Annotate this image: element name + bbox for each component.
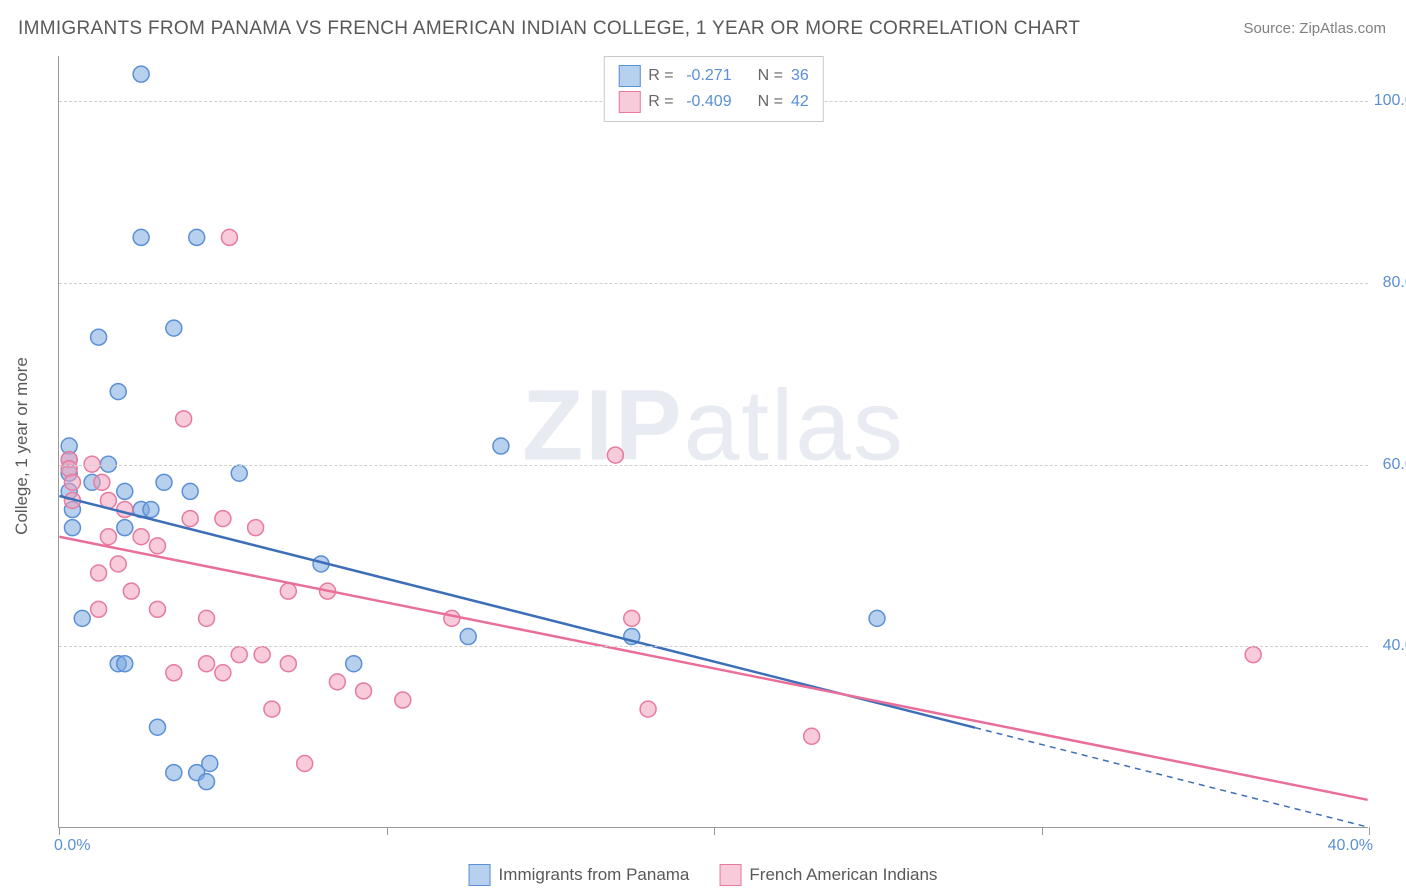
y-tick-label: 60.0%	[1373, 456, 1406, 474]
chart-container: IMMIGRANTS FROM PANAMA VS FRENCH AMERICA…	[0, 0, 1406, 892]
legend-row-pink: R = -0.409 N = 42	[618, 89, 808, 115]
x-axis-max-label: 40.0%	[1328, 837, 1373, 855]
x-tick	[1369, 827, 1370, 835]
legend-item-blue: Immigrants from Panama	[469, 864, 690, 886]
x-axis-min-label: 0.0%	[54, 837, 90, 855]
y-tick-label: 80.0%	[1373, 274, 1406, 292]
x-tick	[387, 827, 388, 835]
n-value-pink: 42	[791, 93, 809, 111]
legend-label-blue: Immigrants from Panama	[499, 865, 690, 885]
legend-item-pink: French American Indians	[719, 864, 937, 886]
series-legend: Immigrants from Panama French American I…	[469, 864, 938, 886]
legend-swatch-pink	[618, 91, 640, 113]
gridline	[59, 283, 1368, 284]
gridline	[59, 465, 1368, 466]
legend-swatch-pink-icon	[719, 864, 741, 886]
y-axis-label: College, 1 year or more	[12, 357, 32, 535]
plot-area: ZIPatlas R = -0.271 N = 36 R = -0.409 N …	[58, 56, 1368, 828]
y-tick-label: 40.0%	[1373, 637, 1406, 655]
n-value-blue: 36	[791, 67, 809, 85]
legend-label-pink: French American Indians	[749, 865, 937, 885]
y-tick-label: 100.0%	[1373, 92, 1406, 110]
gridline	[59, 646, 1368, 647]
correlation-legend: R = -0.271 N = 36 R = -0.409 N = 42	[603, 56, 823, 122]
x-tick	[1042, 827, 1043, 835]
x-tick	[59, 827, 60, 835]
legend-swatch-blue-icon	[469, 864, 491, 886]
watermark: ZIPatlas	[522, 369, 905, 484]
scatter-svg	[59, 56, 1368, 827]
r-value-pink: -0.409	[682, 93, 732, 111]
source-attribution: Source: ZipAtlas.com	[1243, 20, 1386, 37]
r-value-blue: -0.271	[682, 67, 732, 85]
legend-swatch-blue	[618, 65, 640, 87]
x-tick	[714, 827, 715, 835]
legend-row-blue: R = -0.271 N = 36	[618, 63, 808, 89]
chart-title: IMMIGRANTS FROM PANAMA VS FRENCH AMERICA…	[18, 18, 1080, 40]
